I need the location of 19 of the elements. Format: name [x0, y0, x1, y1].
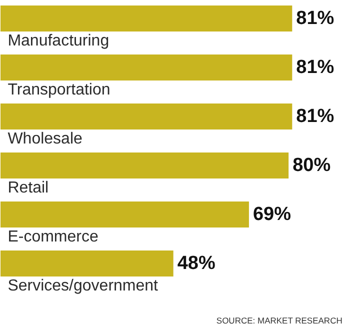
data-label: 81%: [296, 57, 334, 78]
annotation: SOURCE: MARKET RESEARCH: [216, 316, 342, 326]
y-tick-label: Retail: [8, 180, 49, 196]
y-tick-label: Wholesale: [8, 130, 83, 148]
bar: [0, 152, 289, 178]
data-label: 80%: [292, 155, 331, 176]
y-tick-label: Transportation: [8, 82, 110, 98]
data-label: 48%: [177, 253, 216, 274]
y-tick-label: Services/government: [8, 278, 159, 294]
y-tick-label: Manufacturing: [8, 32, 110, 50]
bar: [0, 202, 249, 228]
bar: [0, 6, 292, 32]
data-label: 69%: [252, 204, 292, 225]
data-label: 81%: [296, 8, 334, 29]
bar: [0, 250, 174, 276]
data-label: 81%: [296, 106, 334, 127]
bar: [0, 54, 292, 80]
y-tick-label: E-commerce: [8, 228, 98, 246]
bar: [0, 104, 292, 130]
